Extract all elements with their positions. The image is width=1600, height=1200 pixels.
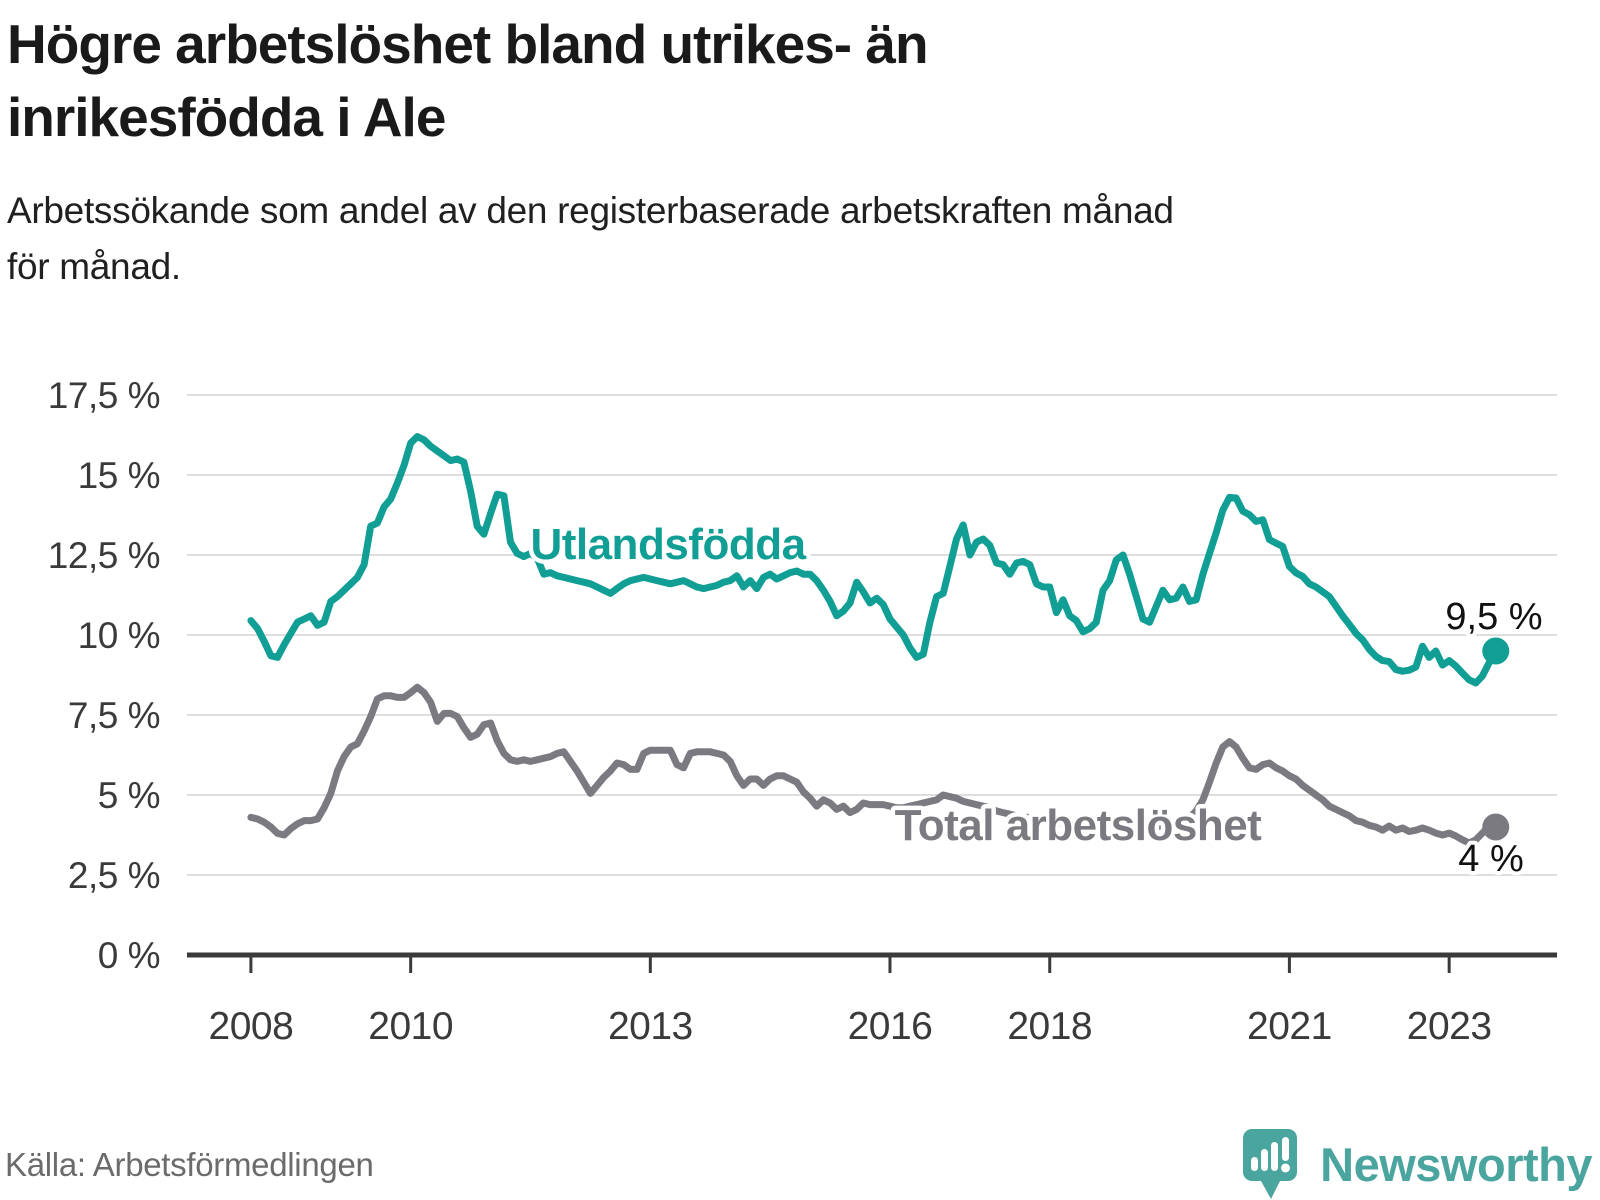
end-dot-total-arbetsloshet xyxy=(1482,813,1510,841)
series-line-total-arbetsloshet xyxy=(247,683,1500,847)
y-tick-label-5: 5 % xyxy=(98,775,160,816)
x-tick-label-2010: 2010 xyxy=(368,1005,453,1048)
source-note: Källa: Arbetsförmedlingen xyxy=(5,1146,374,1183)
logo-exclamation-stem xyxy=(1282,1137,1290,1161)
end-dot-utlandsfodda xyxy=(1482,637,1510,665)
series-label-utlandsfodda: Utlandsfödda xyxy=(530,520,806,569)
x-tick-label-2016: 2016 xyxy=(848,1005,933,1048)
chart-title-line1: Högre arbetslöshet bland utrikes- än xyxy=(7,13,929,75)
chart-title-line2: inrikesfödda i Ale xyxy=(7,86,446,149)
logo-bar-1 xyxy=(1251,1157,1259,1171)
chart-subtitle: Arbetssökande som andel av den registerb… xyxy=(7,183,1327,294)
series-label-total-arbetsloshet: Total arbetslöshet xyxy=(895,801,1263,850)
y-tick-label-15: 15 % xyxy=(78,455,160,496)
logo-bar-3 xyxy=(1271,1142,1279,1171)
newsworthy-brand: Newsworthy xyxy=(1242,1128,1592,1200)
chart-subtitle-line1: Arbetssökande som andel av den registerb… xyxy=(7,190,1174,231)
series-line-utlandsfodda xyxy=(247,433,1500,687)
y-tick-label-10: 10 % xyxy=(78,615,160,656)
end-label-total-arbetsloshet: 4 % xyxy=(1458,838,1523,880)
x-tick-label-2023: 2023 xyxy=(1407,1005,1492,1048)
x-tick-label-2018: 2018 xyxy=(1007,1005,1092,1048)
logo-bar-2 xyxy=(1261,1149,1269,1171)
brand-name: Newsworthy xyxy=(1320,1138,1592,1191)
y-tick-label-0: 0 % xyxy=(98,935,160,976)
newsworthy-logo-icon xyxy=(1243,1129,1298,1199)
chart-subtitle-line2: för månad. xyxy=(7,245,181,287)
x-tick-label-2021: 2021 xyxy=(1247,1005,1332,1048)
y-tick-label-12.5: 12,5 % xyxy=(48,535,160,576)
x-tick-label-2008: 2008 xyxy=(209,1005,294,1048)
logo-exclamation-dot xyxy=(1281,1163,1291,1173)
y-tick-label-17.5: 17,5 % xyxy=(48,375,160,416)
y-tick-label-2.5: 2,5 % xyxy=(68,855,160,896)
end-label-utlandsfodda: 9,5 % xyxy=(1445,596,1542,638)
chart-title: Högre arbetslöshet bland utrikes- än inr… xyxy=(7,8,1217,154)
x-tick-label-2013: 2013 xyxy=(608,1005,693,1048)
y-tick-label-7.5: 7,5 % xyxy=(68,695,160,736)
